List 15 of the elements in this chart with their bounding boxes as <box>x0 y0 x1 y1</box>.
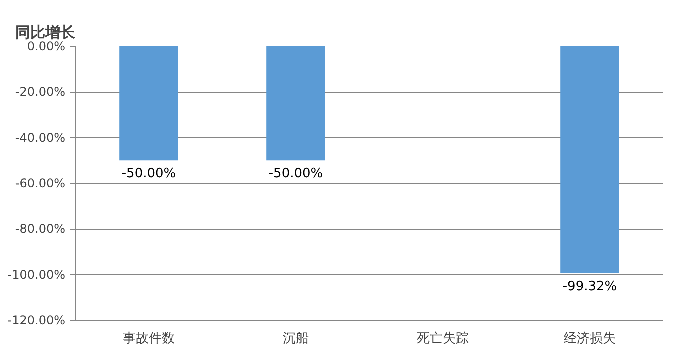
x-tick-label: 死亡失踪 <box>417 330 469 346</box>
data-label: -50.00% <box>122 166 176 182</box>
y-tick-label: -100.00% <box>8 268 66 282</box>
y-tick-label: -20.00% <box>15 85 66 100</box>
x-tick-label: 经济损失 <box>564 332 616 346</box>
chart-title: 同比增长 <box>16 24 76 42</box>
y-tick-label: -40.00% <box>15 130 66 145</box>
y-tick-label: 0.00% <box>27 40 66 54</box>
x-tick-label: 沉船 <box>283 332 309 346</box>
x-tick-label: 事故件数 <box>123 332 175 346</box>
data-label: -99.32% <box>562 279 618 294</box>
y-tick-label: -80.00% <box>15 222 66 236</box>
y-tick-label: -120.00% <box>8 314 66 328</box>
y-tick-label: -60.00% <box>15 176 66 190</box>
data-label: -50.00% <box>268 166 324 182</box>
